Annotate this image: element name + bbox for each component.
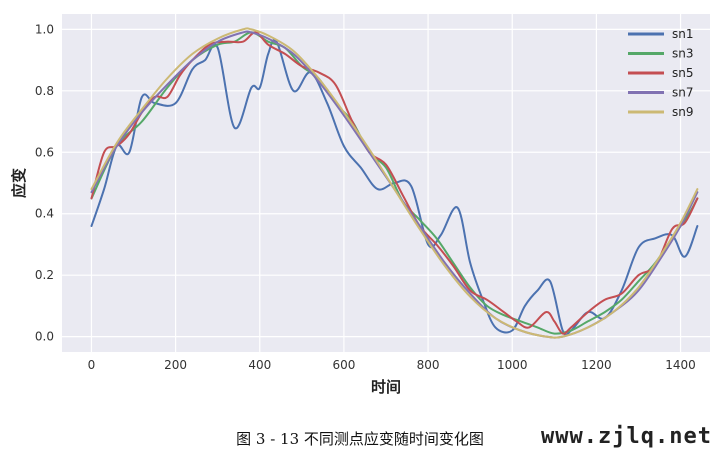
x-tick-labels: 0 200 400 600 800 1000 1200 1400 xyxy=(88,358,696,372)
x-tick-label: 1200 xyxy=(581,358,612,372)
legend-label-sn1: sn1 xyxy=(672,27,694,41)
x-tick-label: 0 xyxy=(88,358,96,372)
y-tick-label: 0.8 xyxy=(35,84,54,98)
x-tick-label: 200 xyxy=(164,358,187,372)
legend-label-sn3: sn3 xyxy=(672,47,694,61)
legend: sn1 sn3 sn5 sn7 sn9 xyxy=(628,27,694,119)
series-line-sn9 xyxy=(90,27,699,339)
y-tick-labels: 0.0 0.2 0.4 0.6 0.8 1.0 xyxy=(35,22,54,343)
legend-label-sn7: sn7 xyxy=(672,86,694,100)
legend-label-sn5: sn5 xyxy=(672,66,694,80)
y-axis-label: 应变 xyxy=(10,168,28,198)
x-axis-label: 时间 xyxy=(371,378,401,396)
y-tick-label: 0.4 xyxy=(35,207,54,221)
x-tick-label: 1000 xyxy=(497,358,528,372)
plot-background xyxy=(62,14,710,352)
series-lines xyxy=(90,27,699,339)
x-tick-label: 600 xyxy=(332,358,355,372)
x-tick-label: 400 xyxy=(248,358,271,372)
x-tick-label: 800 xyxy=(417,358,440,372)
series-line-sn5 xyxy=(90,31,699,335)
legend-label-sn9: sn9 xyxy=(672,105,694,119)
y-tick-label: 0.6 xyxy=(35,145,54,159)
watermark: www.zjlq.net xyxy=(541,424,712,449)
y-tick-label: 0.2 xyxy=(35,268,54,282)
figure-caption: 图 3 - 13 不同测点应变随时间变化图 xyxy=(236,430,484,448)
x-tick-label: 1400 xyxy=(665,358,696,372)
y-tick-label: 1.0 xyxy=(35,22,54,36)
grid-lines xyxy=(62,14,710,352)
y-tick-label: 0.0 xyxy=(35,330,54,344)
